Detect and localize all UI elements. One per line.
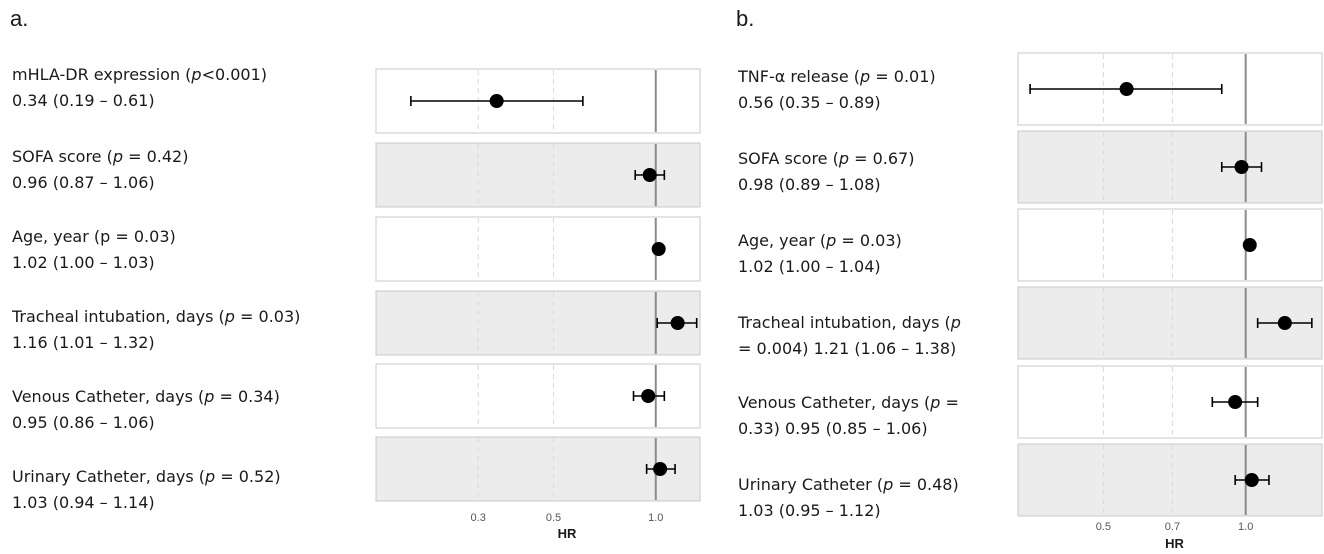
- hr-point: [489, 94, 504, 108]
- row-label-line2: 0.56 (0.35 – 0.89): [738, 93, 881, 112]
- panel-b-row-2-label: Age, year (p = 0.03) 1.02 (1.00 – 1.04): [738, 228, 902, 280]
- hr-point: [670, 316, 685, 330]
- x-axis-title: HR: [558, 526, 577, 541]
- hr-point: [1244, 473, 1259, 487]
- row-label-line1: Age, year (p = 0.03): [12, 227, 176, 246]
- row-label-line2: 0.33) 0.95 (0.85 – 1.06): [738, 419, 928, 438]
- row-label-line2: 0.98 (0.89 – 1.08): [738, 175, 881, 194]
- row-label-line1: Venous Catheter, days (p = 0.34): [12, 387, 280, 406]
- panel-b-row-1-label: SOFA score (p = 0.67) 0.98 (0.89 – 1.08): [738, 146, 914, 198]
- panel-b-row-0-label: TNF-α release (p = 0.01) 0.56 (0.35 – 0.…: [738, 64, 936, 116]
- row-label-line1: mHLA-DR expression (p<0.001): [12, 65, 268, 84]
- tick-label: 0.5: [1096, 521, 1111, 533]
- hr-point: [1277, 316, 1292, 330]
- panel-a-row-5-label: Urinary Catheter, days (p = 0.52) 1.03 (…: [12, 464, 281, 516]
- panel-a-row-0-label: mHLA-DR expression (p<0.001) 0.34 (0.19 …: [12, 62, 267, 114]
- row-label-line1: TNF-α release (p = 0.01): [738, 67, 936, 86]
- hr-point: [642, 168, 657, 182]
- row-panel: [375, 216, 701, 282]
- panel-b-row-3-label: Tracheal intubation, days (p = 0.004) 1.…: [738, 310, 961, 362]
- hr-point: [1234, 160, 1249, 174]
- hr-point: [1228, 395, 1243, 409]
- panel-a-row-4-label: Venous Catheter, days (p = 0.34) 0.95 (0…: [12, 384, 280, 436]
- panel-a-row-2-label: Age, year (p = 0.03) 1.02 (1.00 – 1.03): [12, 224, 176, 276]
- hr-point: [651, 242, 666, 256]
- row-label-line2: 0.34 (0.19 – 0.61): [12, 91, 155, 110]
- row-panel: [1017, 443, 1323, 517]
- row-label-line1: Tracheal intubation, days (p = 0.03): [12, 307, 301, 326]
- row-label-line1: Tracheal intubation, days (p: [738, 313, 961, 332]
- hr-point: [1242, 238, 1257, 252]
- row-label-line2: 1.16 (1.01 – 1.32): [12, 333, 155, 352]
- x-axis-title: HR: [1165, 536, 1184, 551]
- tick-label: 1.0: [1238, 521, 1253, 533]
- hr-point: [653, 462, 668, 476]
- tick-label: 1.0: [648, 512, 663, 524]
- row-panel: [1017, 208, 1323, 282]
- row-label-line1: SOFA score (p = 0.42): [12, 147, 189, 166]
- row-label-line2: 1.02 (1.00 – 1.03): [12, 253, 155, 272]
- panel-a-row-1-label: SOFA score (p = 0.42) 0.96 (0.87 – 1.06): [12, 144, 188, 196]
- tick-label: 0.7: [1165, 521, 1180, 533]
- row-panel: [1017, 365, 1323, 439]
- row-label-line1: Urinary Catheter, days (p = 0.52): [12, 467, 281, 486]
- panel-b-row-5-label: Urinary Catheter (p = 0.48) 1.03 (0.95 –…: [738, 472, 959, 524]
- forest-plot-a: 0.3 0.5 1.0 HR: [375, 68, 701, 541]
- row-label-line2: 1.03 (0.95 – 1.12): [738, 501, 881, 520]
- row-label-line2: 1.03 (0.94 – 1.14): [12, 493, 155, 512]
- row-label-line1: Age, year (p = 0.03): [738, 231, 902, 250]
- row-label-line2: = 0.004) 1.21 (1.06 – 1.38): [738, 339, 957, 358]
- tick-label: 0.5: [546, 512, 561, 524]
- hr-point: [641, 389, 656, 403]
- panel-a-row-3-label: Tracheal intubation, days (p = 0.03) 1.1…: [12, 304, 300, 356]
- row-label-line2: 0.96 (0.87 – 1.06): [12, 173, 155, 192]
- row-panel: [375, 290, 701, 356]
- row-label-line1: Venous Catheter, days (p =: [738, 393, 959, 412]
- panel-b-row-4-label: Venous Catheter, days (p = 0.33) 0.95 (0…: [738, 390, 959, 442]
- row-label-line2: 1.02 (1.00 – 1.04): [738, 257, 881, 276]
- row-label-line1: SOFA score (p = 0.67): [738, 149, 915, 168]
- row-panel: [1017, 130, 1323, 204]
- tick-label: 0.3: [471, 512, 486, 524]
- row-label-line2: 0.95 (0.86 – 1.06): [12, 413, 155, 432]
- panel-b-letter: b.: [736, 6, 755, 31]
- panel-a-letter: a.: [10, 6, 29, 31]
- row-label-line1: Urinary Catheter (p = 0.48): [738, 475, 959, 494]
- hr-point: [1119, 82, 1134, 96]
